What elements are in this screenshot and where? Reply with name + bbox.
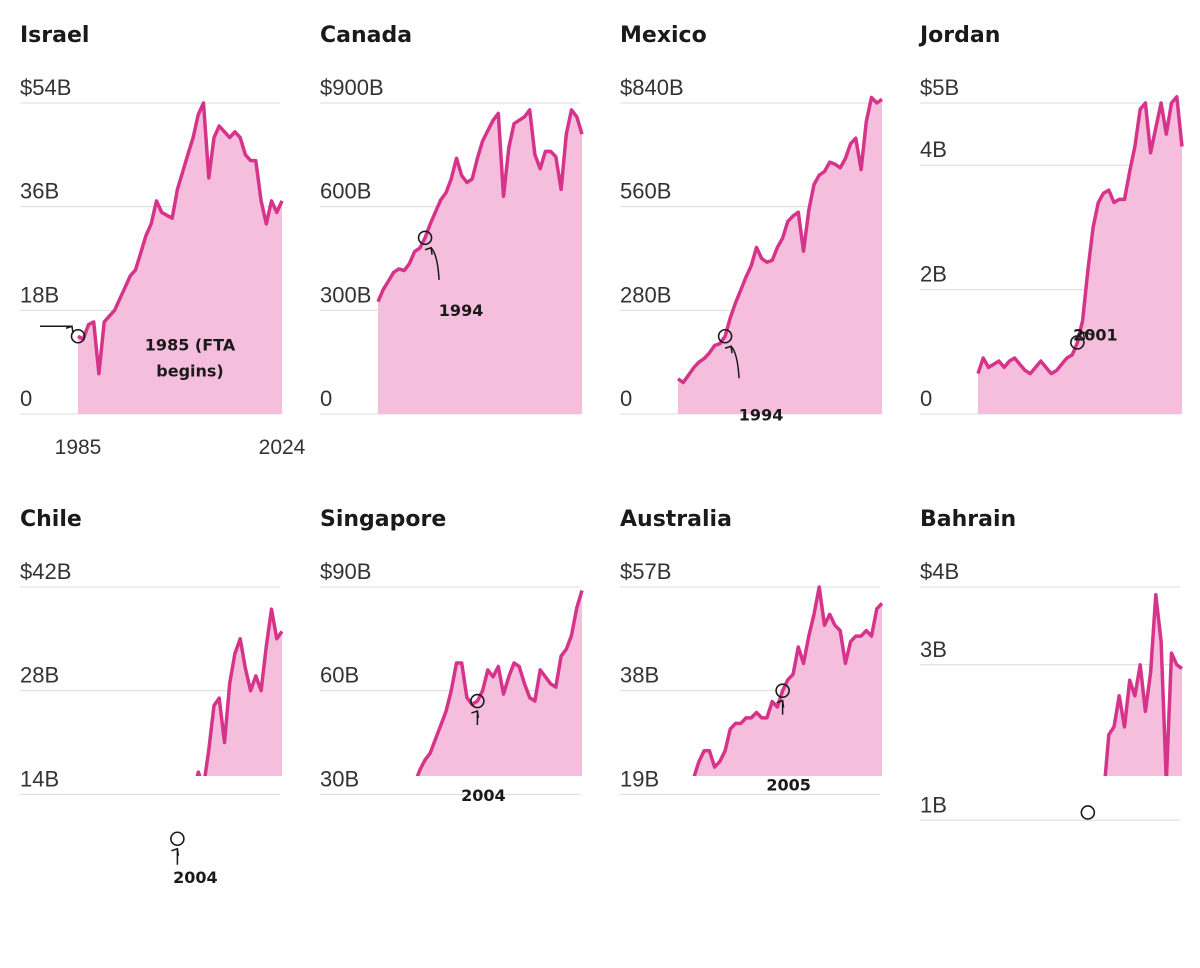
- chart-svg: Chile 14B 28B $42B 2004: [20, 507, 284, 887]
- y-tick-label: 4B: [920, 137, 947, 162]
- y-tick-label: $42B: [20, 559, 71, 584]
- annotation-marker: [417, 230, 433, 246]
- annotation-label: 2005: [766, 776, 811, 795]
- series-line: [1103, 593, 1184, 776]
- annotation-marker: [470, 693, 485, 709]
- area-fill: [378, 109, 582, 415]
- y-tick-label: $840B: [620, 75, 684, 100]
- annotation-label: 2001: [1073, 325, 1118, 344]
- x-tick-label: 1985: [55, 436, 102, 459]
- y-tick-label: 0: [920, 386, 932, 411]
- y-tick-label: $54B: [20, 75, 71, 100]
- y-tick-label: 0: [20, 386, 32, 411]
- chart-svg: Canada 0 300B 600B $900B 1994: [320, 23, 584, 415]
- y-tick-label: 0: [320, 386, 332, 411]
- chart-panel-canada: Canada 0 300B 600B $900B 1994: [320, 0, 620, 484]
- series-line: [77, 101, 284, 376]
- area-fill: [678, 97, 882, 415]
- chart-title: Bahrain: [920, 507, 1016, 532]
- y-tick-label: 14B: [20, 766, 59, 791]
- annotation-arrow: [1083, 331, 1095, 337]
- y-tick-label: 30B: [320, 766, 359, 791]
- annotation-arrowhead: [471, 710, 480, 719]
- y-tick-label: 19B: [620, 766, 659, 791]
- y-tick-label: 1B: [920, 792, 947, 817]
- chart-panel-australia: Australia 19B 38B $57B 2005: [620, 484, 920, 968]
- annotation-arrow: [730, 345, 740, 379]
- chart-svg: Singapore 30B 60B $90B 2004: [320, 507, 584, 805]
- y-tick-label: $900B: [320, 75, 384, 100]
- annotation-marker: [70, 328, 86, 344]
- annotation-marker: [1080, 805, 1096, 820]
- y-tick-label: 60B: [320, 663, 359, 688]
- area-fill: [197, 609, 282, 776]
- annotation-label: 1985 (FTA: [145, 335, 236, 354]
- chart-title: Canada: [320, 23, 412, 48]
- chart-svg: Mexico 0 280B 560B $840B 1994: [620, 23, 884, 424]
- annotation-arrowhead: [724, 345, 733, 354]
- annotation-marker: [1070, 335, 1085, 350]
- area-fill: [978, 96, 1182, 415]
- x-tick-label: 2024: [259, 436, 306, 459]
- y-tick-label: 38B: [620, 663, 659, 688]
- area-fill: [78, 103, 282, 414]
- series-line: [376, 108, 584, 303]
- annotation-arrowhead: [776, 699, 785, 708]
- y-tick-label: $5B: [920, 75, 959, 100]
- chart-title: Singapore: [320, 507, 446, 532]
- chart-title: Israel: [20, 23, 89, 48]
- series-line: [692, 585, 884, 776]
- y-tick-label: $90B: [320, 559, 371, 584]
- chart-title: Chile: [20, 507, 82, 532]
- y-tick-label: 0: [620, 386, 632, 411]
- series-line: [676, 95, 884, 385]
- y-tick-label: 18B: [20, 282, 59, 307]
- chart-panel-singapore: Singapore 30B 60B $90B 2004: [320, 484, 620, 968]
- y-tick-label: 36B: [20, 179, 59, 204]
- chart-svg: Australia 19B 38B $57B 2005: [620, 507, 884, 795]
- annotation-marker: [717, 328, 733, 344]
- y-tick-label: 3B: [920, 637, 947, 662]
- chart-title: Mexico: [620, 23, 707, 48]
- y-tick-label: 280B: [620, 282, 671, 307]
- annotation-label: 2004: [461, 786, 506, 805]
- chart-panel-jordan: Jordan 0 2B 4B $5B 2001: [918, 0, 1200, 484]
- annotation-marker: [775, 683, 790, 698]
- y-tick-label: $4B: [920, 559, 959, 584]
- chart-title: Australia: [620, 507, 732, 532]
- chart-svg: Israel 0 18B 36B $54B 1985 2024 1985 (FTA begins…: [20, 23, 306, 459]
- area-fill: [417, 590, 582, 776]
- y-tick-label: $57B: [620, 559, 671, 584]
- annotation-marker: [170, 831, 185, 847]
- chart-svg: Bahrain 1B 3B $4B: [920, 507, 1184, 821]
- chart-panel-mexico: Mexico 0 280B 560B $840B 1994: [620, 0, 920, 484]
- annotation-label: 1994: [439, 301, 484, 320]
- chart-title: Jordan: [918, 23, 1000, 48]
- chart-panel-bahrain: Bahrain 1B 3B $4B: [920, 484, 1200, 968]
- y-tick-label: 2B: [920, 262, 947, 287]
- y-tick-label: 600B: [320, 179, 371, 204]
- chart-svg: Jordan 0 2B 4B $5B 2001: [918, 23, 1184, 415]
- y-tick-label: 28B: [20, 663, 59, 688]
- series-line: [976, 95, 1184, 376]
- annotation-label: begins): [156, 361, 223, 380]
- chart-panel-israel: Israel 0 18B 36B $54B 1985 2024 1985 (FTA begins…: [20, 0, 320, 484]
- chart-grid: Israel 0 18B 36B $54B 1985 2024 1985 (FTA begins…: [20, 0, 1200, 887]
- annotation-arrow: [430, 247, 440, 280]
- annotation-arrowhead: [65, 325, 74, 334]
- annotation-label: 2004: [173, 868, 218, 887]
- annotation-arrowhead: [424, 246, 433, 255]
- y-tick-label: 560B: [620, 179, 671, 204]
- chart-panel-chile: Chile 14B 28B $42B 2004: [20, 484, 320, 968]
- annotation-arrowhead: [1077, 331, 1086, 340]
- annotation-label: 1994: [739, 405, 784, 424]
- y-tick-label: 300B: [320, 282, 371, 307]
- series-line: [195, 607, 284, 776]
- area-fill: [694, 587, 882, 776]
